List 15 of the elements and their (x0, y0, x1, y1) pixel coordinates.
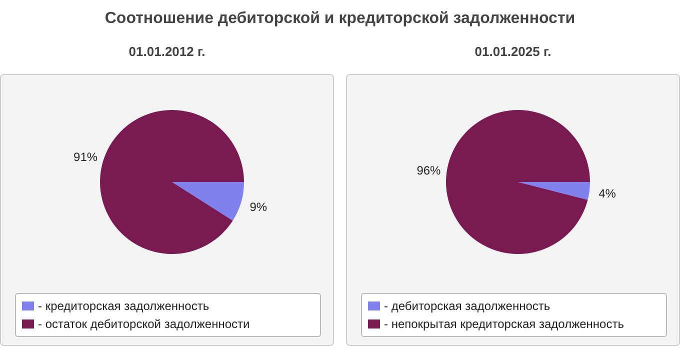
pie-slice (172, 182, 244, 221)
data-label: 91% (74, 150, 98, 164)
pie-slice (446, 110, 590, 254)
pie-slice (518, 182, 590, 200)
pie-slice (100, 110, 244, 254)
data-label: 96% (416, 164, 442, 178)
legend-label: - остаток дебиторской задолженности (38, 317, 250, 331)
data-label: 9% (250, 200, 268, 214)
legend-label: - непокрытая кредиторская задолженность (384, 317, 624, 331)
legend-label: - дебиторская задолженность (384, 299, 550, 313)
data-label: 4% (598, 186, 616, 200)
chart-subtitle: 01.01.2012 г. (128, 43, 206, 61)
chart-subtitle: 01.01.2025 г. (474, 43, 552, 61)
legend-label: - кредиторская задолженность (38, 299, 210, 313)
chart-title: Соотношение дебиторской и кредиторской задолженности (104, 10, 576, 28)
